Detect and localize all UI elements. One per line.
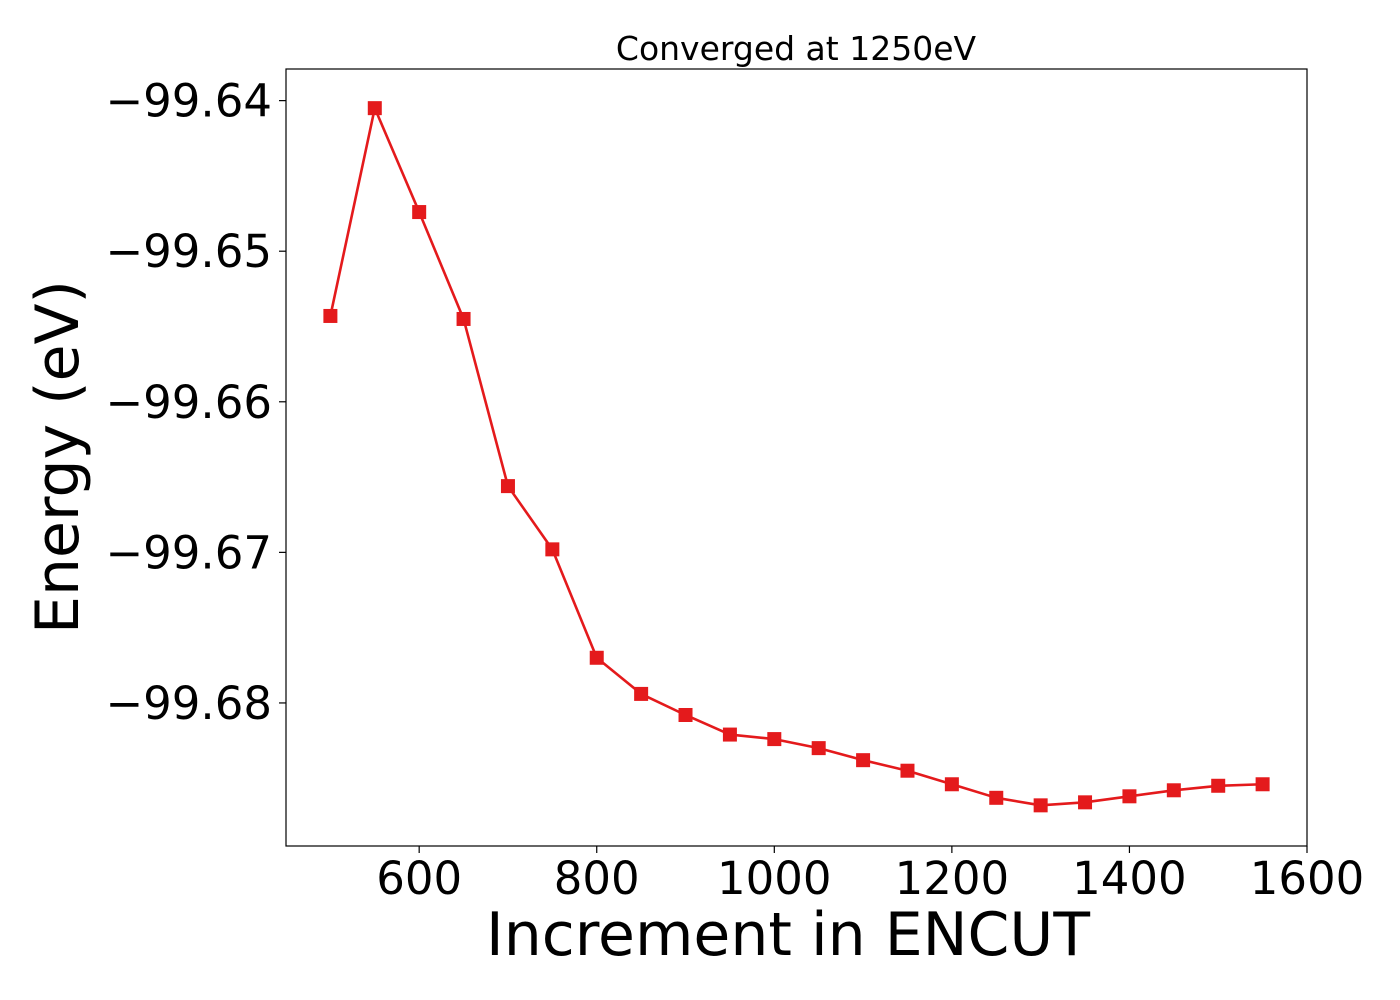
x-tick-label: 1400 bbox=[1072, 852, 1187, 905]
series-line bbox=[329, 106, 1263, 807]
x-tick-label: 1000 bbox=[717, 852, 832, 905]
y-axis: −99.64 −99.65 −99.66 −99.67 −99.68 bbox=[105, 75, 286, 730]
data-point-marker bbox=[989, 790, 1004, 805]
y-tick-label: −99.66 bbox=[105, 376, 272, 429]
y-tick-label: −99.65 bbox=[105, 225, 272, 278]
data-point-marker bbox=[1166, 783, 1181, 798]
chart-title: Converged at 1250eV bbox=[616, 29, 977, 68]
data-point-marker bbox=[944, 777, 959, 792]
x-tick-label: 1600 bbox=[1250, 852, 1365, 905]
data-point-marker bbox=[678, 707, 693, 722]
data-point-marker bbox=[545, 542, 560, 557]
series-layer bbox=[323, 101, 1270, 813]
data-point-marker bbox=[634, 686, 649, 701]
y-tick-label: −99.67 bbox=[105, 526, 272, 579]
y-tick-label: −99.64 bbox=[105, 75, 272, 128]
data-point-marker bbox=[1078, 795, 1093, 810]
data-point-marker bbox=[323, 308, 338, 323]
data-point-marker bbox=[900, 763, 915, 778]
data-point-marker bbox=[1255, 777, 1270, 792]
x-tick-label: 1200 bbox=[895, 852, 1010, 905]
data-point-marker bbox=[367, 101, 382, 116]
data-point-marker bbox=[412, 205, 427, 220]
data-point-marker bbox=[1033, 798, 1048, 813]
x-axis: 600 800 1000 1200 1400 1600 bbox=[376, 846, 1364, 905]
data-point-marker bbox=[811, 741, 826, 756]
data-point-marker bbox=[722, 727, 737, 742]
x-axis-label: Increment in ENCUT bbox=[486, 900, 1090, 970]
y-tick-label: −99.68 bbox=[105, 677, 272, 730]
data-point-marker bbox=[1122, 789, 1137, 804]
plot-area-frame bbox=[285, 68, 1308, 847]
data-point-marker bbox=[456, 311, 471, 326]
data-point-marker bbox=[856, 753, 871, 768]
data-point-marker bbox=[500, 479, 515, 494]
data-point-marker bbox=[1211, 778, 1226, 793]
data-point-marker bbox=[589, 650, 604, 665]
x-tick-label: 800 bbox=[554, 852, 640, 905]
data-point-marker bbox=[767, 732, 782, 747]
x-tick-label: 600 bbox=[376, 852, 462, 905]
y-axis-label: Energy (eV) bbox=[23, 280, 93, 634]
